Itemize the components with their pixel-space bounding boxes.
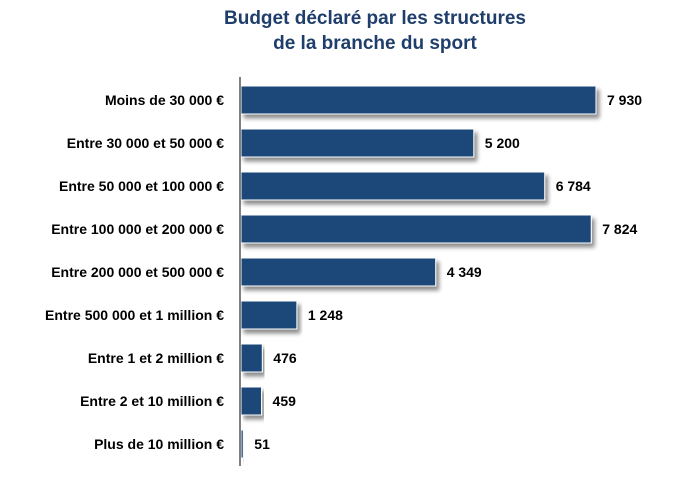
- category-label: Entre 2 et 10 million €: [80, 393, 224, 409]
- data-label: 5 200: [485, 135, 520, 151]
- data-label: 6 784: [556, 178, 591, 194]
- bar: [240, 128, 475, 158]
- chart-title: Budget déclaré par les structures de la …: [0, 6, 698, 56]
- category-label: Entre 200 000 et 500 000 €: [51, 264, 224, 280]
- category-label: Plus de 10 million €: [94, 436, 224, 452]
- data-label: 476: [273, 350, 297, 366]
- category-label: Entre 50 000 et 100 000 €: [59, 178, 224, 194]
- data-label: 459: [273, 393, 297, 409]
- data-label: 1 248: [308, 307, 343, 323]
- data-label: 4 349: [447, 264, 482, 280]
- data-label: 7 930: [607, 92, 642, 108]
- bar: [240, 171, 546, 201]
- bar: [240, 386, 263, 416]
- chart-title-line-1: Budget déclaré par les structures: [224, 8, 526, 29]
- category-label: Entre 30 000 et 50 000 €: [67, 135, 224, 151]
- category-label: Entre 1 et 2 million €: [88, 350, 224, 366]
- category-label: Entre 500 000 et 1 million €: [45, 307, 224, 323]
- chart-title-line-2: de la branche du sport: [273, 33, 477, 54]
- bar: [240, 85, 597, 115]
- bar: [240, 214, 592, 244]
- bar: [240, 300, 298, 330]
- data-label: 7 824: [602, 221, 637, 237]
- category-label: Entre 100 000 et 200 000 €: [51, 221, 224, 237]
- category-label: Moins de 30 000 €: [105, 92, 224, 108]
- bar: [240, 257, 437, 287]
- bar: [240, 343, 263, 373]
- bar: [240, 429, 244, 459]
- data-label: 51: [254, 436, 270, 452]
